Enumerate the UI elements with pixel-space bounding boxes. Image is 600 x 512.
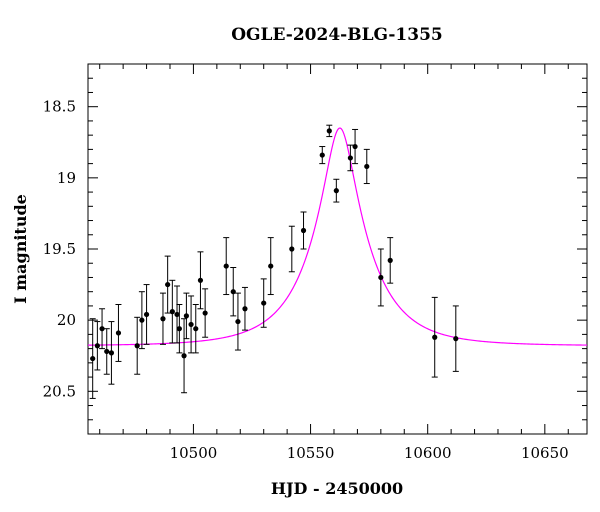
data-point bbox=[89, 318, 96, 399]
data-point bbox=[377, 248, 384, 307]
point-marker bbox=[99, 326, 105, 332]
data-point bbox=[174, 285, 181, 344]
point-marker bbox=[300, 227, 307, 234]
point-marker bbox=[268, 263, 274, 269]
data-point bbox=[234, 292, 241, 351]
data-point bbox=[176, 304, 183, 354]
point-marker bbox=[104, 348, 110, 355]
data-point bbox=[183, 292, 190, 340]
data-point bbox=[202, 288, 209, 338]
data-point bbox=[164, 255, 171, 314]
y-tick-label: 19 bbox=[57, 169, 76, 187]
data-point bbox=[197, 251, 204, 310]
data-point bbox=[108, 321, 115, 385]
point-marker bbox=[90, 355, 96, 362]
data-point bbox=[288, 225, 295, 273]
data-point bbox=[181, 318, 188, 394]
point-marker bbox=[169, 309, 175, 315]
point-marker bbox=[188, 321, 194, 328]
point-marker bbox=[94, 343, 100, 349]
point-marker bbox=[202, 310, 208, 316]
data-point bbox=[431, 296, 438, 378]
plot-frame bbox=[87, 63, 588, 435]
point-marker bbox=[387, 257, 393, 263]
point-marker bbox=[242, 306, 248, 312]
data-points-layer bbox=[89, 124, 459, 399]
data-point bbox=[143, 284, 150, 345]
y-axis-label: I magnitude bbox=[11, 194, 30, 304]
data-point bbox=[347, 144, 354, 172]
point-marker bbox=[176, 326, 182, 332]
data-point bbox=[103, 328, 110, 375]
x-tick-label: 10550 bbox=[287, 444, 335, 462]
y-tick-label: 20.5 bbox=[43, 382, 76, 400]
point-marker bbox=[143, 311, 150, 318]
x-tick-label: 10500 bbox=[170, 444, 218, 462]
x-axis-label: HJD - 2450000 bbox=[271, 479, 403, 498]
data-point bbox=[241, 286, 248, 331]
data-point bbox=[267, 237, 274, 296]
point-marker bbox=[197, 277, 204, 283]
data-point bbox=[300, 211, 307, 250]
point-marker bbox=[223, 263, 229, 269]
data-point bbox=[319, 146, 326, 165]
point-marker bbox=[139, 317, 145, 323]
data-point bbox=[159, 292, 166, 345]
point-marker bbox=[378, 274, 384, 281]
point-marker bbox=[235, 318, 241, 325]
data-point bbox=[452, 305, 459, 372]
data-point bbox=[99, 308, 106, 350]
point-marker bbox=[108, 350, 115, 356]
point-marker bbox=[174, 311, 180, 318]
x-tick-label: 10600 bbox=[404, 444, 452, 462]
data-point bbox=[387, 237, 394, 284]
point-marker bbox=[289, 246, 295, 252]
data-point bbox=[192, 304, 199, 354]
point-marker bbox=[183, 313, 189, 319]
data-point bbox=[223, 237, 230, 296]
point-marker bbox=[453, 336, 459, 342]
data-point bbox=[260, 278, 267, 328]
point-marker bbox=[160, 316, 166, 322]
data-point bbox=[326, 124, 333, 138]
data-point bbox=[138, 291, 145, 350]
y-tick-label: 20 bbox=[57, 311, 76, 329]
data-point bbox=[134, 316, 141, 375]
point-marker bbox=[193, 326, 199, 332]
y-tick-label: 18.5 bbox=[43, 98, 76, 116]
data-point bbox=[333, 178, 340, 203]
point-marker bbox=[319, 152, 325, 158]
point-marker bbox=[364, 163, 370, 170]
data-point bbox=[352, 128, 359, 165]
point-marker bbox=[352, 143, 358, 150]
point-marker bbox=[333, 188, 339, 194]
data-point bbox=[188, 295, 195, 354]
data-point bbox=[94, 321, 101, 371]
axis-ticks: 10500 10550 10600 10650 18.5 19 19.5 20 20.5 bbox=[43, 63, 587, 462]
data-point bbox=[230, 267, 237, 317]
point-marker bbox=[261, 300, 267, 306]
point-marker bbox=[347, 155, 353, 161]
data-point bbox=[169, 279, 176, 344]
point-marker bbox=[181, 353, 187, 359]
point-marker bbox=[165, 281, 171, 288]
data-point bbox=[363, 148, 370, 185]
y-tick-label: 19.5 bbox=[43, 240, 76, 258]
chart-title: OGLE-2024-BLG-1355 bbox=[231, 25, 443, 45]
x-tick-label: 10650 bbox=[521, 444, 569, 462]
point-marker bbox=[230, 289, 236, 295]
data-point bbox=[115, 304, 122, 362]
point-marker bbox=[115, 330, 122, 336]
point-marker bbox=[134, 343, 140, 349]
point-marker bbox=[326, 128, 332, 134]
point-marker bbox=[432, 334, 438, 340]
